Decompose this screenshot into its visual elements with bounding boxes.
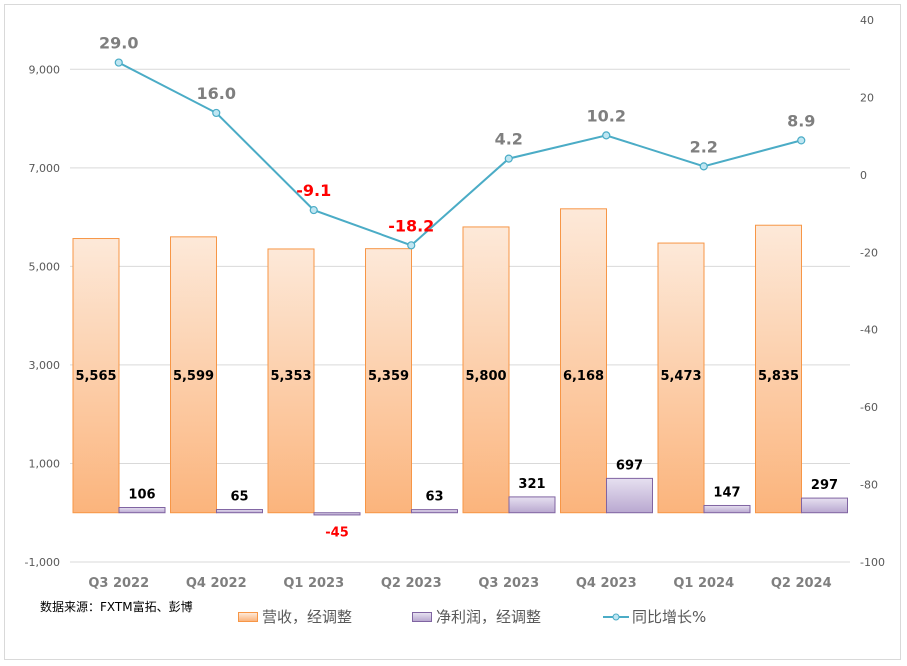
growth-data-label: 8.9: [787, 111, 815, 130]
net-profit-data-label: 297: [811, 478, 838, 493]
right-tick-label: 20: [860, 91, 874, 104]
growth-marker: [797, 136, 806, 145]
net-profit-bar: [801, 497, 848, 514]
category-label: Q4 2022: [186, 576, 247, 591]
revenue-bar: [560, 208, 607, 514]
net-profit-bar: [606, 477, 653, 514]
right-tick-label: -100: [860, 556, 885, 569]
left-tick-label: 3,000: [29, 359, 61, 372]
category-label: Q4 2023: [576, 576, 637, 591]
net-profit-data-label: 697: [616, 458, 643, 473]
revenue-bar: [267, 248, 315, 514]
left-tick-label: 1,000: [29, 457, 61, 470]
revenue-data-label: 5,800: [465, 369, 506, 384]
revenue-swatch: [238, 611, 258, 622]
growth-marker: [309, 205, 318, 215]
right-tick-label: -80: [860, 479, 878, 492]
growth-marker: [699, 162, 708, 171]
legend-item-revenue: 营收，经调整: [238, 606, 352, 627]
growth-marker: [602, 131, 611, 140]
revenue-data-label: 5,565: [75, 369, 116, 384]
growth-data-label: -18.2: [388, 216, 434, 235]
revenue-bar: [365, 248, 412, 514]
growth-data-label: 29.0: [99, 34, 138, 53]
category-label: Q3 2023: [478, 576, 539, 591]
chart-frame: [4, 4, 901, 660]
revenue-data-label: 6,168: [563, 369, 604, 384]
right-tick-label: 40: [860, 14, 874, 27]
growth-marker: [114, 58, 123, 67]
net-profit-swatch: [412, 611, 432, 622]
legend-item-net-profit: 净利润，经调整: [412, 606, 541, 627]
category-label: Q1 2024: [673, 576, 734, 591]
growth-data-label: -9.1: [296, 181, 331, 200]
growth-marker: [504, 154, 513, 163]
legend-item-growth: 同比增长%: [603, 606, 706, 627]
revenue-data-label: 5,835: [758, 369, 799, 384]
net-profit-data-label: -45: [325, 526, 349, 541]
net-profit-bar: [313, 512, 361, 516]
revenue-data-label: 5,599: [173, 369, 214, 384]
left-tick-label: -1,000: [25, 556, 60, 569]
net-profit-bar: [703, 504, 751, 514]
right-tick-label: -40: [860, 324, 878, 337]
net-profit-bar: [216, 509, 263, 514]
right-tick-label: -60: [860, 401, 878, 414]
revenue-bar: [170, 236, 217, 514]
net-profit-bar: [411, 509, 458, 514]
legend-label-growth: 同比增长%: [632, 608, 707, 626]
net-profit-data-label: 147: [713, 485, 740, 500]
net-profit-data-label: 106: [128, 488, 155, 503]
growth-marker: [407, 241, 416, 250]
net-profit-bar: [118, 507, 166, 514]
right-tick-label: 0: [860, 169, 867, 182]
revenue-bar: [462, 226, 510, 514]
revenue-bar: [72, 238, 120, 514]
growth-line-swatch: [603, 613, 629, 620]
category-label: Q2 2023: [381, 576, 442, 591]
growth-data-label: 2.2: [690, 137, 718, 156]
category-label: Q1 2023: [283, 576, 344, 591]
net-profit-data-label: 321: [518, 477, 545, 492]
legend-label-revenue: 营收，经调整: [262, 608, 353, 626]
right-tick-label: -20: [860, 246, 878, 259]
source-note: 数据来源：FXTM富拓、彭博: [40, 600, 193, 614]
left-tick-label: 5,000: [29, 260, 61, 273]
revenue-bar: [755, 224, 802, 514]
net-profit-data-label: 63: [425, 490, 443, 505]
net-profit-bar: [508, 496, 556, 514]
category-label: Q2 2024: [771, 576, 832, 591]
revenue-data-label: 5,359: [368, 369, 409, 384]
growth-data-label: 16.0: [197, 84, 236, 103]
legend-label-net-profit: 净利润，经调整: [436, 608, 542, 626]
growth-line: [118, 61, 802, 247]
revenue-bar: [657, 242, 705, 514]
revenue-data-label: 5,353: [270, 369, 311, 384]
category-label: Q3 2022: [88, 576, 149, 591]
net-profit-data-label: 65: [230, 490, 248, 505]
left-tick-label: 7,000: [29, 162, 61, 175]
growth-data-label: 10.2: [587, 106, 626, 125]
growth-marker: [212, 108, 221, 118]
left-tick-label: 9,000: [29, 63, 61, 76]
growth-data-label: 4.2: [495, 130, 523, 149]
revenue-data-label: 5,473: [660, 369, 701, 384]
